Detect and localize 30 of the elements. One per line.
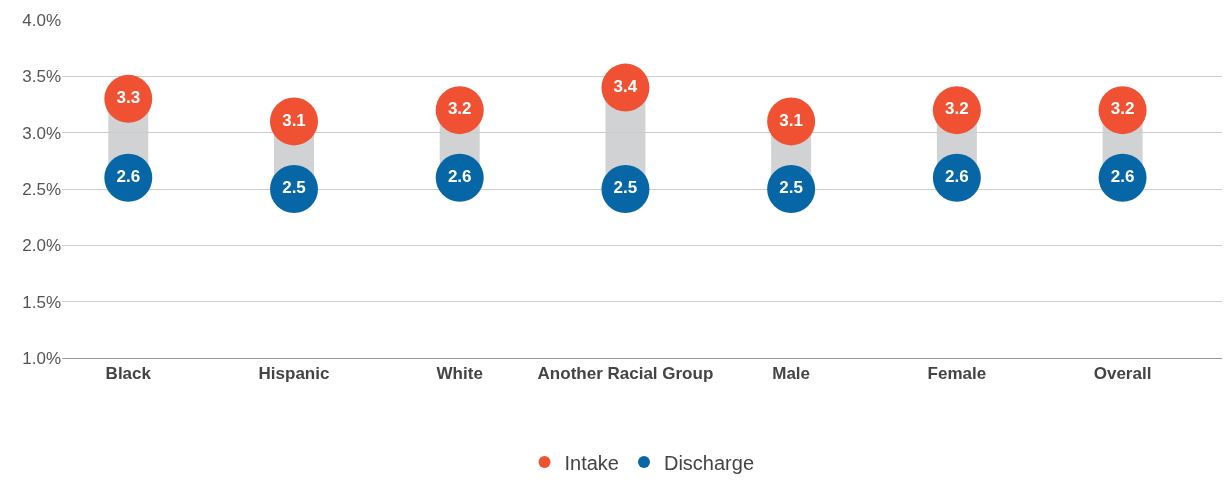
y-tick-label: 2.0% (22, 236, 61, 256)
y-tick-label: 1.5% (22, 292, 61, 312)
x-tick-label: White (436, 364, 483, 384)
data-label: 3.1 (282, 110, 306, 130)
data-label: 3.2 (945, 99, 969, 119)
data-label: 2.5 (613, 178, 638, 198)
y-tick-label: 1.0% (22, 348, 61, 368)
x-tick-label: Female (927, 364, 987, 384)
data-label: 3.4 (613, 76, 638, 96)
data-label: 3.2 (1110, 99, 1135, 119)
data-label: 2.5 (779, 178, 803, 198)
data-label: 2.6 (1110, 166, 1135, 186)
y-tick-label: 3.5% (22, 67, 61, 87)
y-tick-label: 3.0% (22, 123, 61, 143)
x-tick-label: Black (105, 364, 152, 384)
data-label: 2.5 (282, 178, 306, 198)
x-tick-label: Another Racial Group (537, 364, 714, 384)
x-tick-label: Male (772, 364, 811, 384)
y-tick-label: 4.0% (22, 10, 61, 30)
data-label: 3.2 (447, 99, 472, 119)
legend-label: Intake (564, 451, 619, 474)
x-tick-label: Overall (1093, 364, 1152, 384)
data-label: 2.6 (447, 166, 472, 186)
legend-label: Discharge (663, 451, 755, 474)
data-label: 3.1 (779, 110, 803, 130)
data-label: 3.3 (116, 88, 141, 108)
data-label: 2.6 (116, 166, 141, 186)
data-label: 2.6 (945, 166, 969, 186)
y-tick-label: 2.5% (22, 179, 61, 199)
x-tick-label: Hispanic (258, 364, 330, 384)
